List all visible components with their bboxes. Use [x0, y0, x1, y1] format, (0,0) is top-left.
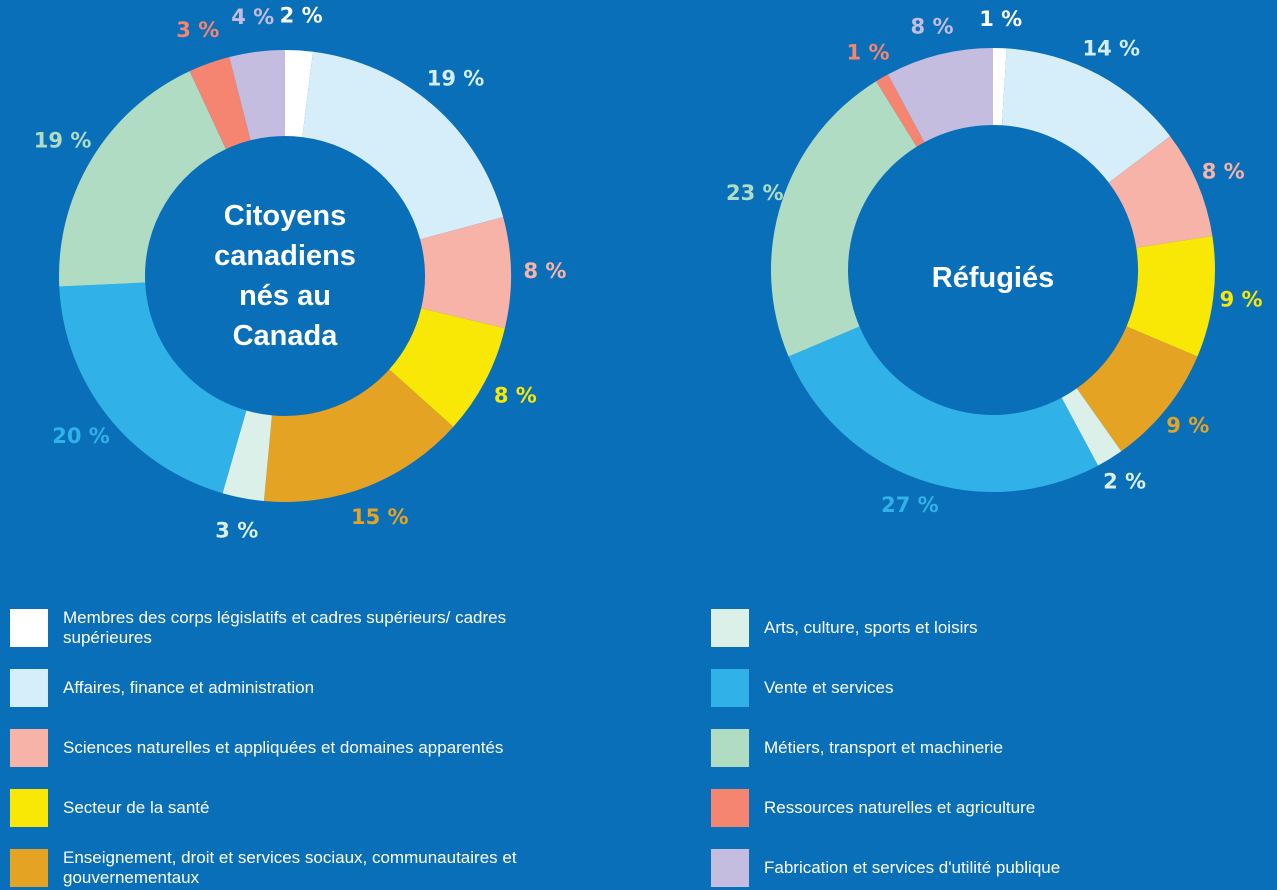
legend-label: Métiers, transport et machinerie [764, 738, 1004, 757]
legend-label: Arts, culture, sports et loisirs [764, 618, 978, 637]
legend-swatch [10, 789, 48, 827]
data-label: 8 % [523, 259, 566, 283]
donut-slice [285, 50, 314, 138]
data-label: 20 % [52, 424, 110, 448]
legend-item: Vente et services [711, 668, 1231, 708]
data-label: 2 % [1103, 470, 1146, 494]
donut-slice [59, 71, 226, 287]
data-label: 14 % [1082, 37, 1140, 61]
legend-label: Secteur de la santé [63, 798, 210, 817]
data-label: 8 % [911, 15, 954, 39]
donut-slice [993, 48, 1007, 126]
legend-item: Ressources naturelles et agriculture [711, 788, 1231, 828]
donut-slice [222, 410, 272, 502]
legend-label: Ressources naturelles et agriculture [764, 798, 1036, 817]
legend-swatch [711, 729, 749, 767]
data-label: 4 % [231, 5, 274, 29]
donut-slice [1076, 326, 1198, 452]
legend-swatch [10, 849, 48, 887]
data-label: 1 % [979, 7, 1022, 31]
donut-slice [263, 369, 454, 502]
legend-item: Affaires, finance et administration [10, 668, 570, 708]
donut-slice [1001, 48, 1171, 183]
legend-item: Sciences naturelles et appliquées et dom… [10, 728, 570, 768]
legend-swatch [10, 729, 48, 767]
legend-label: Sciences naturelles et appliquées et dom… [63, 738, 504, 757]
data-label: 19 % [427, 67, 485, 91]
donut-slice [420, 216, 511, 329]
legend-item: Membres des corps législatifs et cadres … [10, 608, 570, 648]
donut-slice [887, 48, 993, 143]
data-label: 27 % [881, 493, 939, 517]
legend-swatch [711, 849, 749, 887]
donut-slice [302, 51, 504, 240]
legend-swatch [10, 669, 48, 707]
legend-swatch [10, 609, 48, 647]
donut-slice [788, 326, 1099, 492]
chart-title: Citoyens canadiens nés au Canada [214, 200, 356, 352]
donut-slice [771, 81, 917, 357]
legend-item: Secteur de la santé [10, 788, 570, 828]
legend-item: Métiers, transport et machinerie [711, 728, 1231, 768]
legend-swatch [711, 669, 749, 707]
legend-swatch [711, 609, 749, 647]
donut-slice [189, 56, 251, 150]
charts: 2 % 19 % 8 % 8 % 15 % 3 % 20 % 19 % 3 % 4 % 1 % 14 … [34, 4, 1263, 543]
legend-item: Enseignement, droit et services sociaux,… [10, 848, 570, 888]
legend-label: Affaires, finance et administration [63, 678, 315, 697]
data-label: 8 % [494, 384, 537, 408]
data-label: 19 % [34, 128, 92, 152]
legend-item: Arts, culture, sports et loisirs [711, 608, 1231, 648]
data-label: 9 % [1220, 288, 1263, 312]
data-label: 2 % [280, 4, 323, 28]
legend-item: Fabrication et services d'utilité publiq… [711, 848, 1231, 888]
donut-slice [1126, 235, 1215, 357]
donut-slice [389, 308, 505, 427]
data-label: 23 % [726, 181, 784, 205]
data-label: 15 % [351, 505, 409, 529]
data-label: 9 % [1166, 414, 1209, 438]
data-label: 1 % [847, 40, 890, 64]
donut-slice [876, 74, 925, 147]
donut-slice [59, 282, 247, 494]
donut-slice [1061, 388, 1122, 466]
donut-slice [1108, 136, 1213, 248]
legend-label: Fabrication et services d'utilité publiq… [764, 858, 1061, 877]
data-label: 8 % [1202, 160, 1245, 184]
donut-slice [229, 50, 285, 141]
chart-title: Réfugiés [931, 262, 1055, 294]
legend-label: Enseignement, droit et services sociaux,… [63, 848, 517, 887]
data-label: 3 % [176, 18, 219, 42]
legend-label: Membres des corps législatifs et cadres … [63, 608, 507, 647]
legend-label: Vente et services [764, 678, 894, 697]
data-label: 3 % [215, 518, 258, 542]
legend-swatch [711, 789, 749, 827]
